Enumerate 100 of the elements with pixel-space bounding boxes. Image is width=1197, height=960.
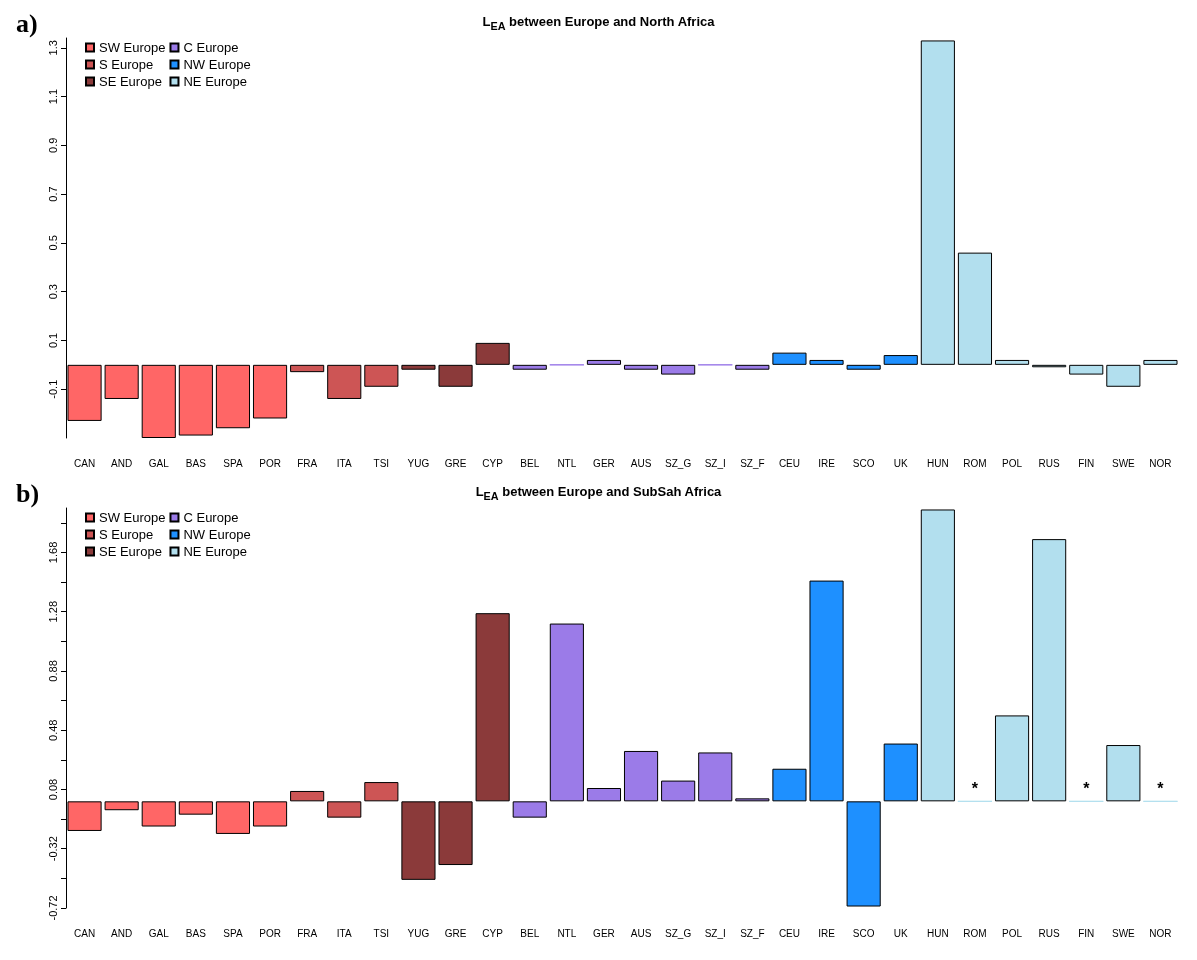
x-tick-label: CAN [73, 457, 96, 469]
legend-label: NE Europe [183, 544, 248, 559]
bar [809, 359, 844, 365]
x-tick-label: SPA [223, 457, 243, 469]
x-tick-label: ITA [336, 927, 352, 939]
y-tick-label: -0.72 [46, 895, 59, 921]
x-tick-label: BEL [520, 457, 540, 469]
legend-label: S Europe [99, 57, 154, 72]
annotation: * [971, 779, 979, 797]
x-tick-label: SZ_F [740, 457, 765, 469]
y-tick-label: 0.88 [46, 660, 59, 682]
x-tick-label: FRA [297, 457, 318, 469]
x-tick-label: NTL [557, 457, 577, 469]
bar [883, 355, 918, 365]
x-tick-label: CEU [778, 457, 801, 469]
bar [438, 364, 473, 387]
bar [772, 352, 807, 365]
bar [401, 364, 436, 370]
x-tick-label: AUS [630, 927, 652, 939]
bar [215, 364, 251, 429]
x-tick-label: POR [259, 927, 281, 939]
bar [920, 40, 955, 365]
bar [1069, 364, 1104, 375]
x-tick-label: RUS [1038, 927, 1061, 939]
bar [586, 788, 622, 802]
x-tick-label: YUG [407, 457, 430, 469]
bar [178, 364, 213, 436]
x-tick-label: CEU [778, 927, 801, 939]
x-tick-label: SWE [1111, 927, 1136, 939]
y-tick-label: 0.48 [46, 719, 59, 741]
x-tick-label: SZ_G [665, 457, 692, 469]
x-tick-label: GRE [444, 927, 467, 939]
x-tick-label: GAL [148, 457, 170, 469]
x-tick-label: ROM [963, 927, 987, 939]
bar [809, 580, 844, 802]
x-tick-label: CYP [482, 927, 504, 939]
x-tick-label: UK [893, 927, 909, 939]
x-tick-label: POL [1002, 457, 1023, 469]
legend-label: SE Europe [99, 544, 162, 559]
y-tick-label: 1.1 [46, 88, 59, 105]
chart-title: L$_{EA}$ between Europe and North Africa [482, 14, 715, 32]
x-tick-label: NOR [1149, 457, 1172, 469]
x-tick-label: NTL [557, 927, 577, 939]
bar [364, 782, 399, 802]
bar [623, 750, 659, 802]
bar [512, 801, 547, 818]
bar [735, 364, 770, 370]
y-tick-label: 0.3 [46, 284, 59, 300]
y-tick-label: -0.1 [46, 379, 59, 399]
legend-label: NE Europe [183, 74, 248, 89]
bar [475, 613, 510, 802]
bar [994, 715, 1030, 802]
y-tick-label: -0.32 [46, 836, 59, 862]
x-tick-label: FIN [1078, 927, 1095, 939]
bar [141, 801, 176, 827]
x-tick-label: HUN [927, 927, 949, 939]
bar [661, 364, 696, 375]
bar [846, 364, 881, 370]
bar [104, 364, 139, 399]
bar [623, 364, 659, 370]
bar [549, 623, 584, 802]
legend-label: C Europe [183, 510, 239, 525]
bar [1106, 364, 1141, 387]
bar [327, 801, 362, 818]
text: a) [16, 8, 38, 38]
x-tick-label: AND [111, 457, 133, 469]
legend-label: NW Europe [183, 57, 251, 72]
bar [661, 780, 696, 802]
x-tick-label: ITA [336, 457, 352, 469]
x-tick-label: CAN [73, 927, 96, 939]
bar [698, 752, 733, 802]
x-tick-label: SZ_I [704, 457, 726, 469]
bar [290, 364, 325, 373]
bar [178, 801, 213, 815]
bar [772, 768, 807, 802]
legend-label: SW Europe [99, 40, 166, 55]
x-tick-label: HUN [927, 457, 949, 469]
bar [512, 364, 547, 370]
x-tick-label: SCO [852, 457, 875, 469]
x-tick-label: TSI [373, 927, 390, 939]
y-tick-label: 0.08 [46, 778, 59, 801]
bar [141, 364, 176, 438]
text: b) [16, 478, 40, 508]
bar [883, 743, 918, 802]
bar [920, 509, 955, 802]
x-tick-label: CYP [482, 457, 504, 469]
x-tick-label: SZ_F [740, 927, 765, 939]
bar [846, 801, 881, 907]
x-tick-label: GER [593, 927, 615, 939]
x-tick-label: GER [593, 457, 615, 469]
x-tick-label: BAS [185, 927, 207, 939]
bar [957, 252, 993, 365]
legend-label: S Europe [99, 527, 154, 542]
y-tick-label: 0.7 [46, 186, 59, 202]
x-tick-label: BEL [520, 927, 540, 939]
y-tick-label: 1.28 [46, 600, 59, 623]
bar [104, 801, 139, 811]
x-tick-label: SCO [852, 927, 875, 939]
bar [327, 364, 362, 399]
y-tick-label: 0.1 [46, 332, 59, 349]
